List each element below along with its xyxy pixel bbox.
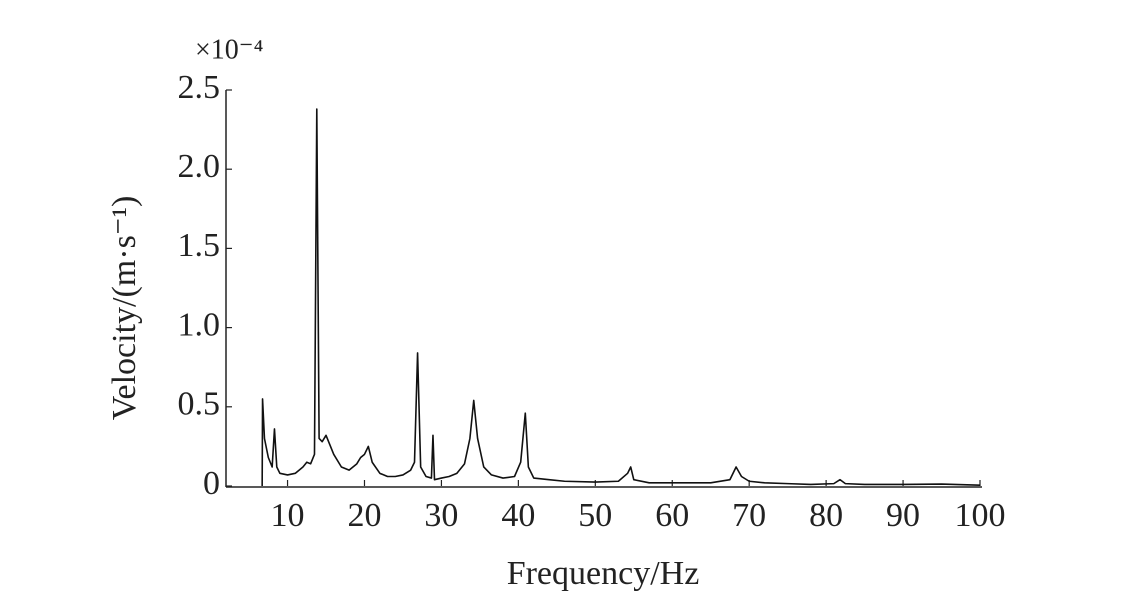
x-tick-label: 60 bbox=[655, 497, 689, 534]
y-tick-label: 2.0 bbox=[178, 148, 221, 185]
x-tick-label: 40 bbox=[501, 497, 535, 534]
x-tick-label: 80 bbox=[809, 497, 843, 534]
axis-multiplier: ×10⁻⁴ bbox=[195, 34, 263, 65]
x-tick-label: 90 bbox=[886, 497, 920, 534]
x-tick-label: 100 bbox=[955, 497, 1006, 534]
y-tick-label: 1.5 bbox=[178, 227, 221, 264]
y-tick-label: 2.5 bbox=[178, 69, 221, 106]
y-axis-label: Velocity/(m·s⁻¹) bbox=[106, 196, 143, 421]
x-tick-label: 70 bbox=[732, 497, 766, 534]
spectrum-line bbox=[261, 108, 981, 487]
x-tick-label: 30 bbox=[424, 497, 458, 534]
y-tick-label: 0.5 bbox=[178, 386, 221, 423]
x-tick-label: 50 bbox=[578, 497, 612, 534]
x-tick-label: 20 bbox=[347, 497, 381, 534]
x-axis-label: Frequency/Hz bbox=[507, 555, 700, 592]
y-tick-label: 0 bbox=[203, 465, 220, 502]
y-tick-label: 1.0 bbox=[178, 306, 221, 343]
x-tick-label: 10 bbox=[271, 497, 305, 534]
